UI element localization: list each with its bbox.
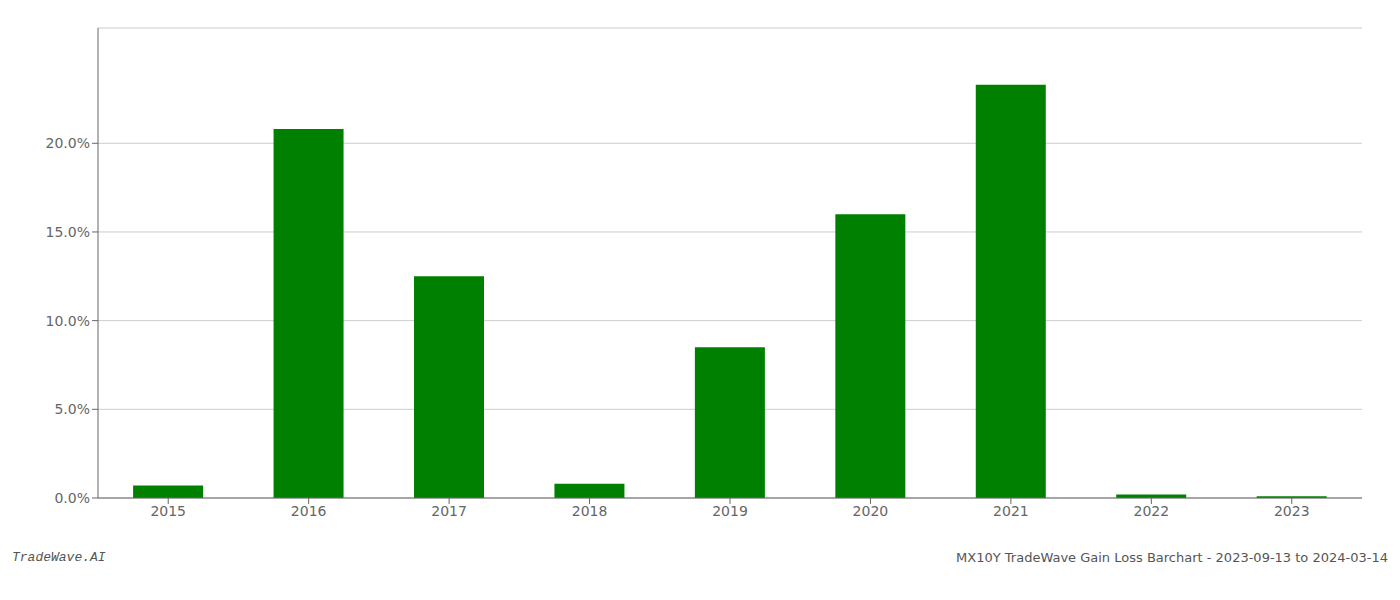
svg-text:2018: 2018 bbox=[572, 503, 608, 519]
html-text:TradeWave.AI: TradeWave.AI bbox=[12, 550, 106, 565]
svg-text:2022: 2022 bbox=[1134, 503, 1170, 519]
svg-text:10.0%: 10.0% bbox=[46, 313, 90, 329]
svg-text:2021: 2021 bbox=[993, 503, 1029, 519]
svg-text:5.0%: 5.0% bbox=[54, 401, 90, 417]
html-text:MX10Y TradeWave Gain Loss Barc: MX10Y TradeWave Gain Loss Barchart - 202… bbox=[956, 550, 1388, 565]
svg-text:2019: 2019 bbox=[712, 503, 748, 519]
svg-text:2020: 2020 bbox=[853, 503, 889, 519]
svg-text:15.0%: 15.0% bbox=[46, 224, 90, 240]
svg-text:2015: 2015 bbox=[150, 503, 186, 519]
svg-text:2017: 2017 bbox=[431, 503, 467, 519]
svg-text:0.0%: 0.0% bbox=[54, 490, 90, 506]
svg-text:2023: 2023 bbox=[1274, 503, 1310, 519]
svg-text:2016: 2016 bbox=[291, 503, 327, 519]
svg-text:20.0%: 20.0% bbox=[46, 135, 90, 151]
